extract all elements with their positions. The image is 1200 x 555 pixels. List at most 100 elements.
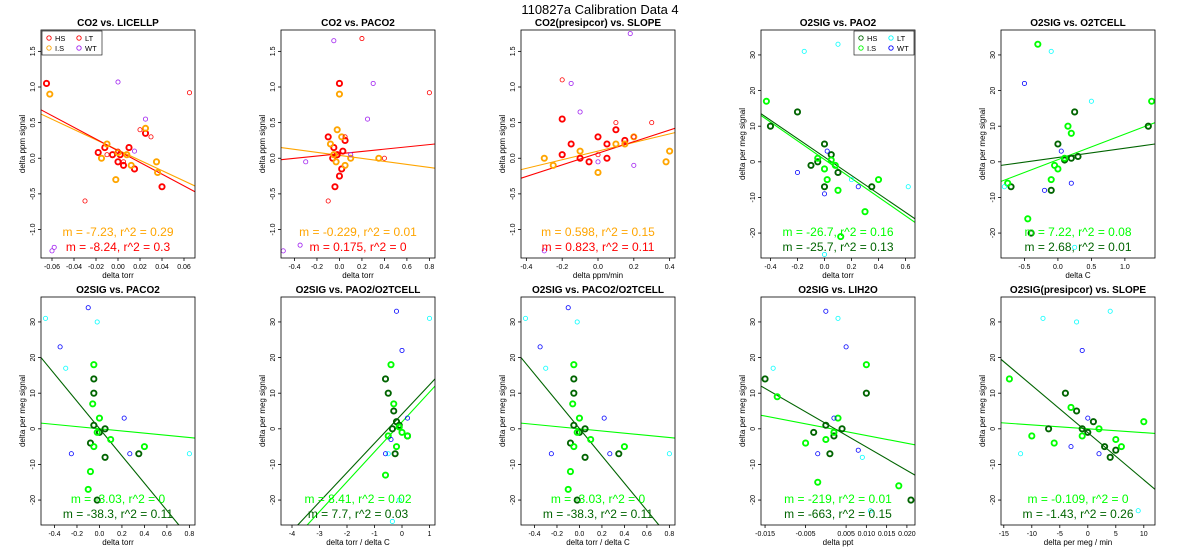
chart-title: CO2 vs. LICELLP [77,18,159,29]
data-point-is [1028,432,1036,440]
data-point-lt [522,315,528,321]
data-point-is [621,140,629,148]
data-point-is [335,90,344,98]
data-point-lt [1074,319,1080,325]
data-point-lt [359,36,365,42]
data-point-wt [121,415,127,421]
y-tick-label: -20 [510,495,517,505]
x-tick-label: -10 [1027,531,1037,538]
data-point-hs [570,421,578,429]
data-point-is [127,161,135,169]
data-point-hs [333,151,341,159]
data-point-hs [581,425,589,433]
data-point-hs [814,158,822,166]
y-tick-label: 1.5 [270,46,277,56]
x-tick-label: 0.6 [162,531,172,538]
fit-label-1: m = -3.03, r^2 = 0 [551,492,646,506]
data-point-is [46,90,54,98]
fit-label-1: m = -3.03, r^2 = 0 [71,492,166,506]
data-point-is [1148,97,1156,105]
data-point-hs [388,425,396,433]
data-point-wt [85,305,91,311]
data-point-is [1054,165,1062,173]
x-axis-label: delta torr [102,271,134,280]
y-tick-label: -20 [750,228,757,238]
data-point-lt [94,319,100,325]
x-tick-label: 0.005 [837,531,855,538]
data-point-is [895,482,903,490]
plot-frame [280,29,436,259]
data-point-wt [537,344,543,350]
fit-label-1: m = -0.229, r^2 = 0.01 [299,225,417,239]
y-tick-label: 0.0 [30,153,37,163]
chart-panel-4: O2SIG vs. PAO2 m = -26.7, r^2 = 0.16m = -… [738,18,916,280]
data-point-is [831,161,839,169]
data-point-is [387,361,395,369]
data-point-wt [831,415,837,421]
legend-marker [46,35,52,41]
data-point-hs [761,375,769,383]
data-point-is [822,435,830,444]
data-point-hs [615,450,623,458]
data-point-hs [1073,407,1081,415]
legend-marker [46,45,52,51]
data-point-is [341,161,349,169]
y-tick-label: -20 [270,495,277,505]
y-tick-label: 0 [990,160,997,164]
data-point-is [802,439,810,447]
data-point-lt [1048,48,1054,54]
data-point-hs [1047,186,1055,194]
plot-frame [1000,29,1156,259]
data-point-hs [838,425,846,433]
fit-label-2: m = -25.7, r^2 = 0.13 [782,240,893,254]
data-point-is [403,432,412,440]
data-point-lt [82,198,88,204]
y-tick-label: 0.5 [270,118,277,128]
legend-label: WT [897,44,909,53]
data-point-hs [603,154,611,162]
y-tick-label: 0.5 [510,118,517,128]
y-tick-label: 10 [270,389,277,397]
y-axis-label: delta per meg signal [978,108,987,180]
data-point-is [570,361,578,369]
y-tick-label: -0.5 [270,188,277,200]
x-tick-label: 0.2 [117,531,127,538]
x-tick-label: -3 [316,531,322,538]
data-point-hs [1101,443,1109,451]
data-point-lt [396,497,402,503]
data-point-is [1050,439,1058,447]
x-tick-label: -0.4 [520,264,532,271]
figure-title: 110827a Calibration Data 4 [521,2,678,17]
chart-title: CO2(presipcor) vs. SLOPE [535,18,661,29]
data-point-lt [1072,244,1078,250]
y-tick-label: -0.5 [510,188,517,200]
fit-label-1: m = 8.41, r^2 = 0.02 [304,492,411,506]
data-point-lt [1040,315,1046,321]
fit-label-1: m = -0.109, r^2 = 0 [1027,492,1128,506]
x-tick-label: 0.6 [901,264,911,271]
fit-label-1: m = 0.598, r^2 = 0.15 [541,225,655,239]
data-point-wt [1042,187,1048,193]
x-tick-label: 0.04 [155,264,169,271]
plot-frame [760,29,916,259]
data-point-is [662,158,670,166]
fit-line-2 [1001,358,1155,490]
data-point-is [1034,40,1042,48]
data-point-hs [822,421,830,429]
chart-panel-7: O2SIG vs. PAO2/O2TCELL m = 8.41, r^2 = 0.… [258,285,436,547]
data-point-hs [585,158,593,166]
data-point-wt [843,344,849,350]
data-point-wt [348,152,354,158]
y-tick-label: 20 [750,354,757,362]
y-tick-label: 30 [990,51,997,59]
data-point-lt [821,251,827,257]
plot-frame [520,296,676,526]
y-tick-label: -10 [30,459,37,469]
x-tick-label: 0.6 [402,264,412,271]
x-tick-label: 0.06 [177,264,191,271]
data-point-is [549,161,557,169]
y-tick-label: 10 [750,122,757,130]
data-point-wt [815,451,821,457]
data-point-hs [581,453,589,461]
x-tick-label: -1 [371,531,377,538]
